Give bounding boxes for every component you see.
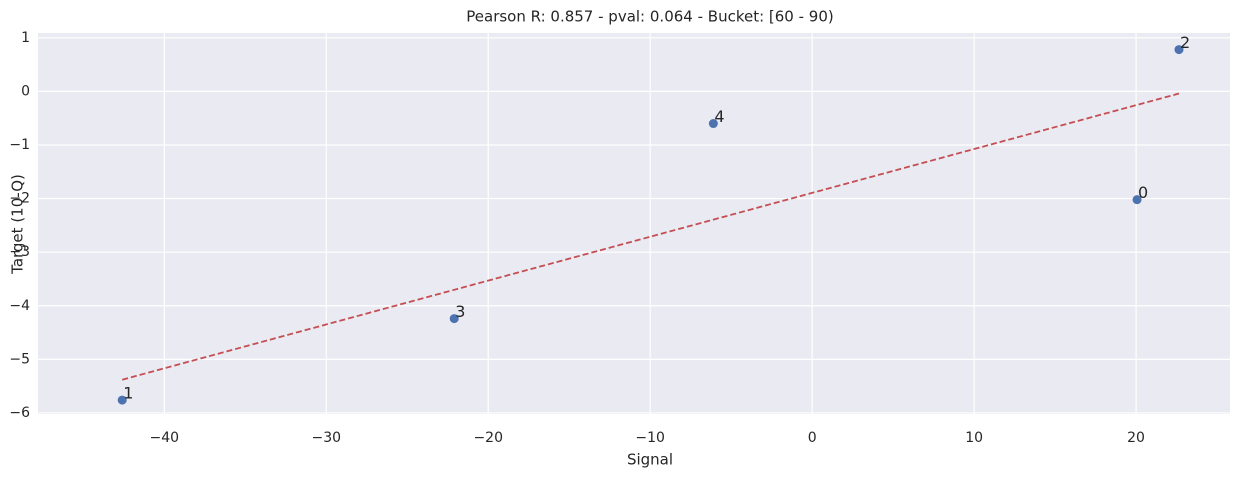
point-label: 4	[714, 107, 724, 126]
x-tick-label: 10	[965, 430, 983, 446]
x-axis-label: Signal	[627, 451, 673, 469]
y-tick-label: −6	[9, 405, 30, 421]
x-tick-label: −20	[473, 430, 503, 446]
point	[1174, 45, 1184, 55]
fit-line	[121, 92, 1180, 381]
x-tick-label: −40	[150, 430, 180, 446]
y-axis-label: Target (10-Q)	[9, 174, 27, 275]
x-tick-label: −30	[312, 430, 342, 446]
point-label: 2	[1180, 33, 1190, 52]
y-tick-label: 1	[21, 30, 30, 46]
chart-title: Pearson R: 0.857 - pval: 0.064 - Bucket:…	[466, 8, 833, 26]
x-tick-label: −10	[635, 430, 665, 446]
point-label: 3	[455, 302, 465, 321]
point	[1132, 195, 1142, 205]
x-tick-label: 20	[1127, 430, 1145, 446]
y-tick-label: −4	[9, 298, 30, 314]
point-label: 0	[1138, 183, 1148, 202]
y-tick-label: 0	[21, 83, 30, 99]
point	[449, 314, 459, 324]
plot-area	[38, 33, 1230, 414]
y-tick-label: −5	[9, 351, 30, 367]
point	[117, 395, 127, 405]
point-label: 1	[123, 384, 133, 403]
point	[708, 119, 718, 129]
y-tick-label: −3	[9, 244, 30, 260]
y-tick-label: −1	[9, 137, 30, 153]
y-tick-label: −2	[9, 191, 30, 207]
x-tick-label: 0	[808, 430, 817, 446]
